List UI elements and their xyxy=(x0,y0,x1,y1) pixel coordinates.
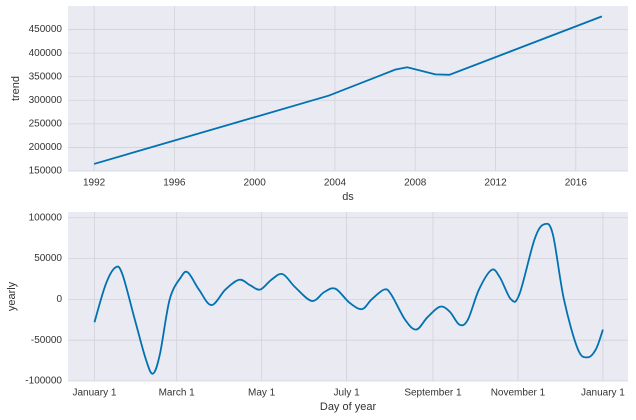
x-tick-label: January 1 xyxy=(581,388,625,399)
x-tick-label: 2004 xyxy=(324,178,347,189)
y-tick-label: 350000 xyxy=(29,71,63,82)
y-tick-label: 200000 xyxy=(29,142,63,153)
x-tick-label: January 1 xyxy=(73,388,117,399)
y-tick-label: 100000 xyxy=(29,212,63,223)
series-line xyxy=(93,15,603,165)
x-tick-label: November 1 xyxy=(491,388,546,399)
y-tick-label: 450000 xyxy=(29,24,63,35)
x-tick-label: 2012 xyxy=(484,178,507,189)
x-tick-label: 1996 xyxy=(163,178,186,189)
x-tick-label: May 1 xyxy=(248,388,276,399)
x-tick-label: 2000 xyxy=(244,178,267,189)
y-tick-label: 50000 xyxy=(34,253,62,264)
x-tick-label: 2016 xyxy=(565,178,588,189)
x-tick-label: 2008 xyxy=(404,178,427,189)
y-tick-label: 150000 xyxy=(29,166,63,177)
x-tick-label: March 1 xyxy=(159,388,196,399)
x-axis-label: ds xyxy=(342,191,354,203)
y-tick-label: -50000 xyxy=(31,335,63,346)
series-line xyxy=(93,222,604,375)
y-tick-label: -100000 xyxy=(25,376,62,387)
x-tick-label: July 1 xyxy=(334,388,361,399)
x-tick-label: 1992 xyxy=(83,178,106,189)
y-tick-label: 250000 xyxy=(29,118,63,129)
y-axis-label: yearly xyxy=(6,281,18,311)
y-tick-label: 0 xyxy=(56,294,62,305)
x-axis-label: Day of year xyxy=(320,401,377,413)
y-axis-label: trend xyxy=(10,76,22,101)
x-tick-label: September 1 xyxy=(404,388,462,399)
y-tick-label: 400000 xyxy=(29,48,63,59)
plot-area xyxy=(68,212,628,381)
y-tick-label: 300000 xyxy=(29,95,63,106)
